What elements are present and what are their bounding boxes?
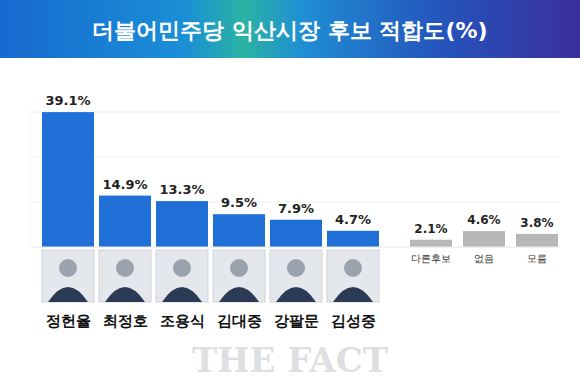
photo-body <box>162 287 202 302</box>
photo-head <box>344 259 362 277</box>
bar <box>327 231 379 247</box>
candidate-photo <box>42 250 94 302</box>
data-label: 13.3% <box>159 182 204 197</box>
bar <box>42 112 94 247</box>
photo-head <box>116 259 134 277</box>
photo-frame <box>327 250 379 302</box>
data-label: 4.6% <box>467 213 500 227</box>
title: 더불어민주당 익산시장 후보 적합도(%) <box>92 18 487 43</box>
category-label: 조용식 <box>160 312 205 330</box>
title-banner <box>0 0 580 58</box>
value-axis-line <box>30 109 31 247</box>
data-label: 3.8% <box>520 216 553 230</box>
category-label: 다른후보 <box>411 253 451 264</box>
photo-head <box>173 259 191 277</box>
bars <box>42 112 558 247</box>
category-label: 김성중 <box>331 312 376 330</box>
photo-body <box>276 287 316 302</box>
watermark: THE FACT <box>192 340 388 380</box>
photo-frame <box>270 250 322 302</box>
category-label: 최정호 <box>103 312 148 330</box>
chart-svg: 더불어민주당 익산시장 후보 적합도(%) 39.1% 정헌율 14.9% 최정호 13.… <box>0 0 580 391</box>
candidate-photo <box>213 250 265 302</box>
photo-body <box>219 287 259 302</box>
category-label: 강팔문 <box>274 312 319 330</box>
category-label: 없음 <box>474 253 494 264</box>
data-label: 4.7% <box>335 212 371 227</box>
photo-frame <box>213 250 265 302</box>
data-label: 14.9% <box>102 177 147 192</box>
category-label: 정헌율 <box>46 312 91 330</box>
bar <box>270 220 322 247</box>
data-label: 39.1% <box>45 93 90 108</box>
candidate-photo <box>156 250 208 302</box>
bar <box>463 231 505 247</box>
photo-head <box>287 259 305 277</box>
bar <box>213 214 265 247</box>
photo-body <box>105 287 145 302</box>
photo-head <box>59 259 77 277</box>
photo-frame <box>42 250 94 302</box>
category-label: 김대중 <box>217 312 262 330</box>
photo-frame <box>156 250 208 302</box>
data-label: 9.5% <box>221 195 257 210</box>
bar <box>516 234 558 247</box>
bar <box>99 196 151 247</box>
photo-body <box>333 287 373 302</box>
data-label: 2.1% <box>414 222 447 236</box>
guide-line <box>30 112 560 113</box>
bar <box>410 240 452 247</box>
photo-frame <box>99 250 151 302</box>
photo-body <box>48 287 88 302</box>
category-label: 모름 <box>527 253 547 264</box>
candidate-photo <box>270 250 322 302</box>
candidate-photo <box>327 250 379 302</box>
photo-head <box>230 259 248 277</box>
bar <box>156 201 208 247</box>
candidate-photo <box>99 250 151 302</box>
chart-container: 더불어민주당 익산시장 후보 적합도(%) 39.1% 정헌율 14.9% 최정호 13.… <box>0 0 580 391</box>
data-label: 7.9% <box>278 201 314 216</box>
baseline <box>30 247 560 248</box>
guide-line <box>30 157 560 158</box>
